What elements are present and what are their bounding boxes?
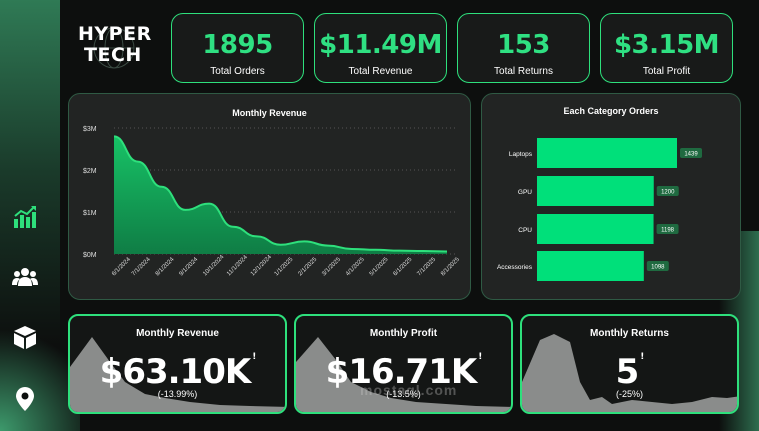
sparkline-revenue xyxy=(70,337,285,412)
x-tick-label: 4/1/2025 xyxy=(345,256,366,277)
corner-glow xyxy=(0,311,80,431)
value-label: 1198 xyxy=(661,228,675,234)
nav-customers[interactable] xyxy=(12,264,38,290)
kpi-value: $11.49M xyxy=(319,30,442,60)
category-label: CPU xyxy=(518,227,532,234)
brand-line1: HYPER xyxy=(78,23,152,45)
nav-locations[interactable] xyxy=(12,386,38,412)
kpi-value: 1895 xyxy=(202,30,273,60)
brand-line2: TECH xyxy=(84,44,142,66)
nav-dashboard[interactable] xyxy=(12,204,38,230)
nav-products[interactable] xyxy=(12,324,38,350)
value-label-bg xyxy=(680,148,702,158)
card-value: $16.71K! xyxy=(296,352,511,392)
card-title: Monthly Revenue xyxy=(136,328,219,339)
category-label: GPU xyxy=(518,189,532,196)
category-label: Laptops xyxy=(509,151,533,158)
monthly-revenue-panel: Monthly Revenue $3M $2M $1M $0M 6/1/2024 7/1/… xyxy=(68,93,471,300)
card-monthly-profit: Monthly Profit $16.71K! (-13.5%) xyxy=(294,314,513,414)
card-alert-marker: ! xyxy=(478,352,482,362)
category-bar xyxy=(537,251,644,281)
box-icon xyxy=(14,326,36,349)
revenue-line xyxy=(113,135,448,253)
value-label: 1439 xyxy=(684,152,698,158)
kpi-total-returns: 153 Total Returns xyxy=(457,13,590,83)
x-tick-label: 7/1/2025 xyxy=(416,256,437,277)
kpi-total-profit: $3.15M Total Profit xyxy=(600,13,733,83)
watermark: mostaql.com xyxy=(360,382,458,398)
globe-icon xyxy=(93,27,135,69)
value-label: 1098 xyxy=(651,265,665,271)
kpi-label: Total Revenue xyxy=(348,66,413,77)
kpi-total-orders: 1895 Total Orders xyxy=(171,13,304,83)
card-title: Monthly Profit xyxy=(369,328,438,339)
card-alert-marker: ! xyxy=(640,352,644,362)
value-label-bg xyxy=(656,186,679,196)
category-orders-panel: Each Category Orders Laptops 1439 GPU 1200 C… xyxy=(481,93,741,300)
card-change: (-13.99%) xyxy=(157,389,198,399)
revenue-area xyxy=(114,136,447,254)
y-tick-label: $2M xyxy=(83,168,97,175)
card-value: 5! xyxy=(522,352,737,392)
x-tick-label: 6/1/2024 xyxy=(111,256,132,277)
category-bar xyxy=(537,138,677,168)
kpi-label: Total Profit xyxy=(642,66,691,77)
location-pin-icon xyxy=(16,387,34,411)
sparkline-profit xyxy=(296,337,511,412)
chart-title: Monthly Revenue xyxy=(232,108,307,118)
card-value-text: $16.71K xyxy=(325,352,478,392)
category-bar xyxy=(537,176,654,206)
brand-logo: HYPER TECH xyxy=(72,18,151,70)
users-icon xyxy=(12,268,38,286)
x-tick-label: 12/1/2024 xyxy=(250,254,274,278)
card-alert-marker: ! xyxy=(252,352,256,362)
value-label-bg xyxy=(656,224,679,234)
x-tick-label: 7/1/2024 xyxy=(131,256,152,277)
kpi-total-revenue: $11.49M Total Revenue xyxy=(314,13,447,83)
category-bar xyxy=(537,214,654,244)
card-monthly-returns: Monthly Returns 5! (-25%) xyxy=(520,314,739,414)
value-label-bg xyxy=(646,261,669,271)
x-tick-label: 11/1/2024 xyxy=(226,254,249,277)
revenue-area-chart: $3M $2M $1M $0M 6/1/2024 7/1/2024 8/1/2024 9/1/… xyxy=(83,126,461,278)
x-tick-label: 8/1/2025 xyxy=(440,256,461,277)
kpi-label: Total Returns xyxy=(494,66,553,77)
card-value: $63.10K! xyxy=(70,352,285,392)
x-tick-label: 2/1/2025 xyxy=(297,256,318,277)
category-bar-chart: Laptops 1439 GPU 1200 CPU 1198 Accessories 1098 xyxy=(497,138,702,281)
kpi-value: 153 xyxy=(497,30,550,60)
y-tick-label: $0M xyxy=(83,252,97,259)
bar-chart-icon xyxy=(14,206,36,228)
card-value-text: 5 xyxy=(615,352,640,392)
x-tick-label: 8/1/2024 xyxy=(155,256,176,277)
kpi-value: $3.15M xyxy=(613,30,720,60)
kpi-label: Total Orders xyxy=(210,66,265,77)
x-tick-label: 5/1/2025 xyxy=(369,256,390,277)
x-tick-label: 9/1/2024 xyxy=(179,256,200,277)
chart-title: Each Category Orders xyxy=(563,106,659,116)
category-label: Accessories xyxy=(497,264,533,271)
x-tick-label: 10/1/2024 xyxy=(202,254,226,278)
card-change: (-25%) xyxy=(615,389,643,399)
x-tick-label: 1/1/2025 xyxy=(274,256,295,277)
card-title: Monthly Returns xyxy=(590,328,669,339)
card-change: (-13.5%) xyxy=(386,389,421,399)
sparkline-returns xyxy=(522,334,737,412)
x-tick-label: 3/1/2025 xyxy=(321,256,342,277)
value-label: 1200 xyxy=(661,190,675,196)
y-tick-label: $1M xyxy=(83,210,97,217)
card-monthly-revenue: Monthly Revenue $63.10K! (-13.99%) xyxy=(68,314,287,414)
x-tick-label: 6/1/2025 xyxy=(393,256,414,277)
y-tick-label: $3M xyxy=(83,126,97,133)
card-value-text: $63.10K xyxy=(99,352,252,392)
